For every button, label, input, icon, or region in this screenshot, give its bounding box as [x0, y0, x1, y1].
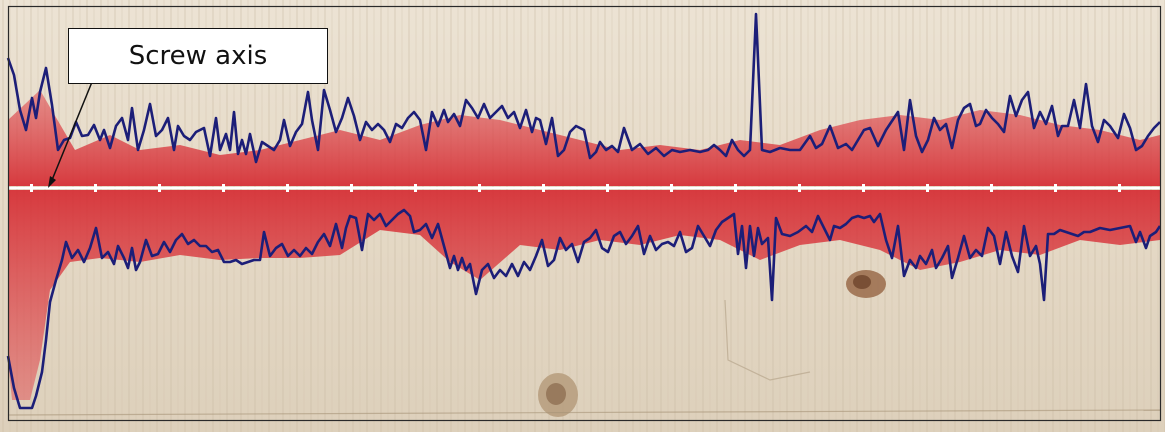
axis-tick [94, 184, 97, 192]
red-stain-bottom [8, 190, 1160, 400]
knot-core [546, 383, 566, 405]
axis-ticks [30, 184, 1121, 192]
crack [7, 409, 1161, 416]
axis-tick [1054, 184, 1057, 192]
axis-tick [542, 184, 545, 192]
crack [724, 299, 811, 381]
axis-tick [30, 184, 33, 192]
axis-tick [414, 184, 417, 192]
axis-tick [1118, 184, 1121, 192]
axis-tick [158, 184, 161, 192]
axis-tick [990, 184, 993, 192]
axis-tick [798, 184, 801, 192]
axis-tick [606, 184, 609, 192]
axis-tick [478, 184, 481, 192]
axis-tick [926, 184, 929, 192]
knot-core [853, 275, 871, 289]
axis-tick [862, 184, 865, 192]
annotation-arrowhead [48, 176, 56, 188]
axis-tick [350, 184, 353, 192]
screw-axis-label: Screw axis [68, 28, 328, 84]
annotation-arrow [51, 81, 93, 181]
axis-tick [286, 184, 289, 192]
image-frame [7, 5, 1162, 422]
axis-tick [734, 184, 737, 192]
axis-tick [222, 184, 225, 192]
upper-profile-line [6, 12, 1161, 164]
axis-tick [670, 184, 673, 192]
red-stain-top [8, 90, 1160, 186]
lower-profile-line [6, 208, 1162, 410]
